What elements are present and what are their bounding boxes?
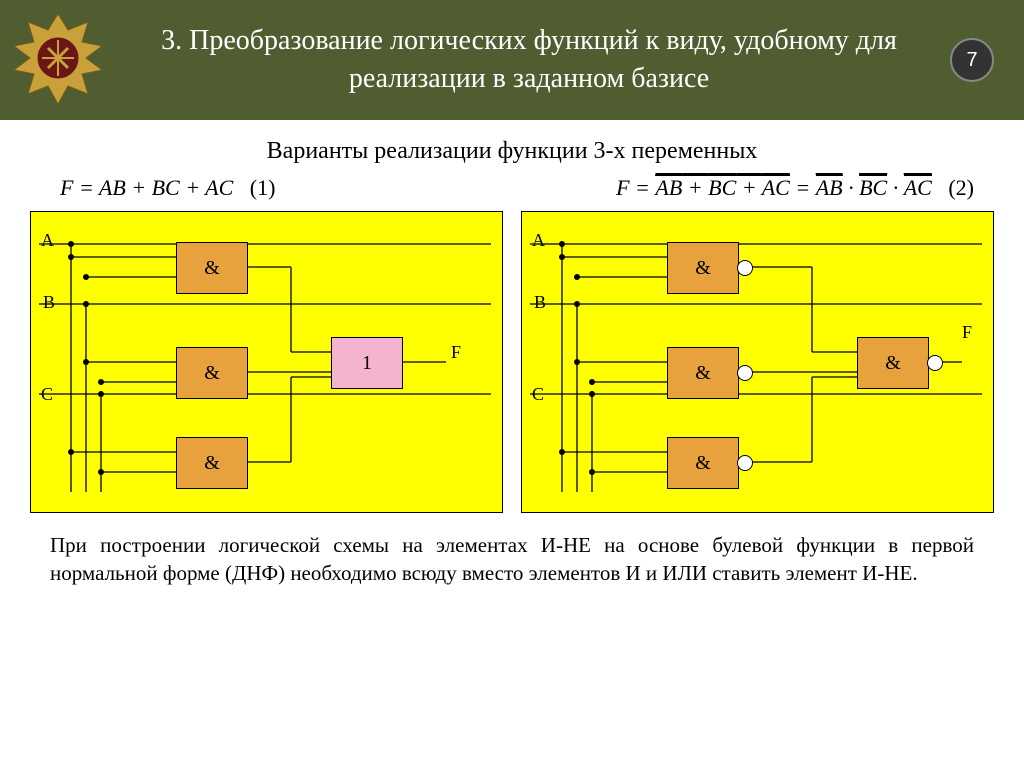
signal-label: C [41,384,53,405]
footer-text: При построении логической схемы на элеме… [0,513,1024,588]
slide-title: 3. Преобразование логических функций к в… [108,22,950,98]
inversion-bubble-icon [737,365,753,381]
or-gate: 1 [331,337,403,389]
signal-label: F [962,322,972,343]
diagram-1: & & & 1 A B C F [30,211,503,513]
nand-gate: & [667,437,739,489]
formula-2: F = AB + BC + AC = AB · BC · AC (2) [616,175,974,201]
formula-1: F = AB + BC + AC (1) [60,175,275,201]
diagram-2: & & & & A B C F [521,211,994,513]
emblem-icon [8,10,108,110]
inversion-bubble-icon [737,455,753,471]
and-gate: & [176,347,248,399]
nand-gate: & [857,337,929,389]
diagrams-row: & & & 1 A B C F & & & & A B C F [0,211,1024,513]
and-gate: & [176,437,248,489]
signal-label: A [41,230,54,251]
inversion-bubble-icon [927,355,943,371]
slide-header: 3. Преобразование логических функций к в… [0,0,1024,120]
signal-label: C [532,384,544,405]
slide-number-badge: 7 [950,38,994,82]
signal-label: A [532,230,545,251]
signal-label: F [451,342,461,363]
subtitle: Варианты реализации функции 3-х переменн… [0,138,1024,165]
nand-gate: & [667,242,739,294]
signal-label: B [534,292,546,313]
nand-gate: & [667,347,739,399]
signal-label: B [43,292,55,313]
and-gate: & [176,242,248,294]
inversion-bubble-icon [737,260,753,276]
formulas-row: F = AB + BC + AC (1) F = AB + BC + AC = … [0,175,1024,211]
